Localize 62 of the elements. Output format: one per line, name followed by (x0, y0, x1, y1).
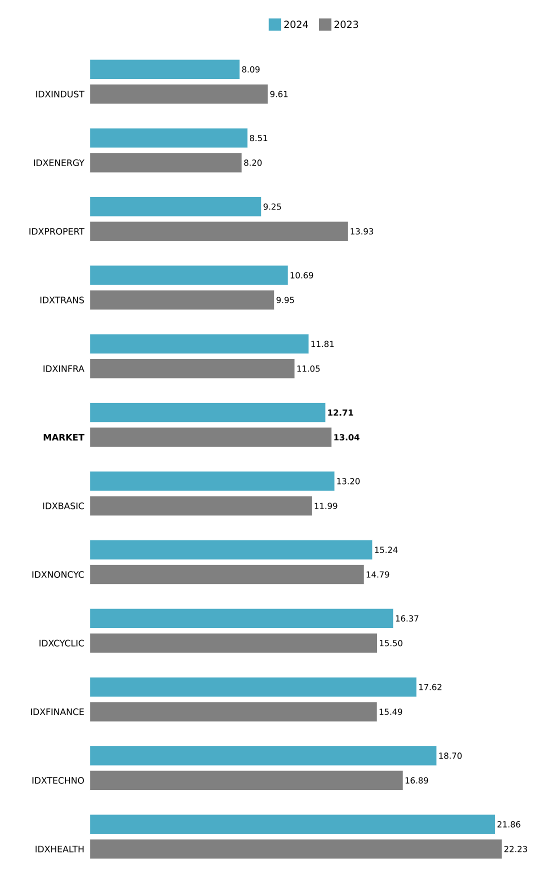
legend-label: 2023 (334, 20, 358, 28)
data-label: 13.93 (350, 228, 373, 235)
bar (89, 676, 417, 698)
bar (89, 427, 332, 448)
data-label: 21.86 (497, 821, 520, 828)
bar (89, 471, 335, 492)
y-tick-label: IDXINDUST (36, 90, 84, 98)
data-label: 11.99 (314, 502, 338, 510)
data-label: 17.62 (419, 684, 442, 690)
data-label: 13.04 (334, 434, 360, 440)
data-label: 15.49 (380, 708, 402, 715)
y-tick-label: IDXTRANS (40, 296, 84, 304)
y-tick-label: IDXHEALTH (36, 846, 84, 852)
data-label: 13.20 (337, 478, 360, 484)
bar (89, 564, 364, 585)
bar (89, 770, 404, 791)
data-label: 9.25 (263, 203, 281, 210)
y-tick-label: IDXINFRA (43, 365, 84, 372)
data-label: 8.20 (244, 160, 262, 166)
bar (89, 540, 373, 560)
bar (89, 358, 295, 379)
y-tick-label: IDXBASIC (43, 502, 84, 510)
bar (89, 196, 262, 217)
y-tick-label: IDXNONCYC (32, 571, 84, 578)
data-label: 18.70 (439, 752, 462, 759)
bar (89, 84, 268, 104)
bar (89, 838, 502, 860)
data-label: 8.09 (242, 66, 260, 73)
data-label: 14.79 (366, 571, 390, 578)
bar (89, 633, 378, 654)
y-tick-label: IDXPROPERT (29, 228, 84, 235)
data-label: 15.50 (380, 640, 402, 646)
bar (89, 496, 312, 516)
data-label: 16.89 (406, 777, 428, 784)
bar (89, 59, 240, 80)
y-tick-label: IDXENERGY (34, 159, 84, 166)
data-label: 16.37 (396, 615, 418, 622)
bar (89, 702, 378, 722)
y-tick-label: IDXCYCLIC (39, 640, 84, 646)
y-tick-label: IDXFINANCE (30, 708, 84, 716)
bar (89, 402, 326, 423)
bar (89, 746, 437, 766)
data-label: 11.81 (311, 340, 334, 348)
bar (89, 265, 288, 286)
bar (89, 152, 242, 173)
bar (89, 334, 309, 354)
y-tick-label: IDXTECHNO (32, 777, 84, 784)
bar (89, 221, 348, 242)
data-label: 8.51 (250, 134, 268, 142)
bar (89, 290, 274, 310)
legend-label: 2024 (284, 20, 308, 28)
data-label: 9.95 (276, 296, 294, 304)
data-label: 15.24 (374, 546, 398, 553)
data-label: 9.61 (270, 90, 288, 98)
data-label: 10.69 (290, 272, 313, 278)
bar (89, 814, 496, 834)
bar (89, 128, 248, 148)
data-label: 11.05 (297, 365, 320, 372)
data-label: 22.23 (504, 846, 527, 852)
y-tick-label: MARKET (44, 434, 84, 440)
data-label: 12.71 (328, 409, 353, 416)
bar (89, 608, 394, 629)
